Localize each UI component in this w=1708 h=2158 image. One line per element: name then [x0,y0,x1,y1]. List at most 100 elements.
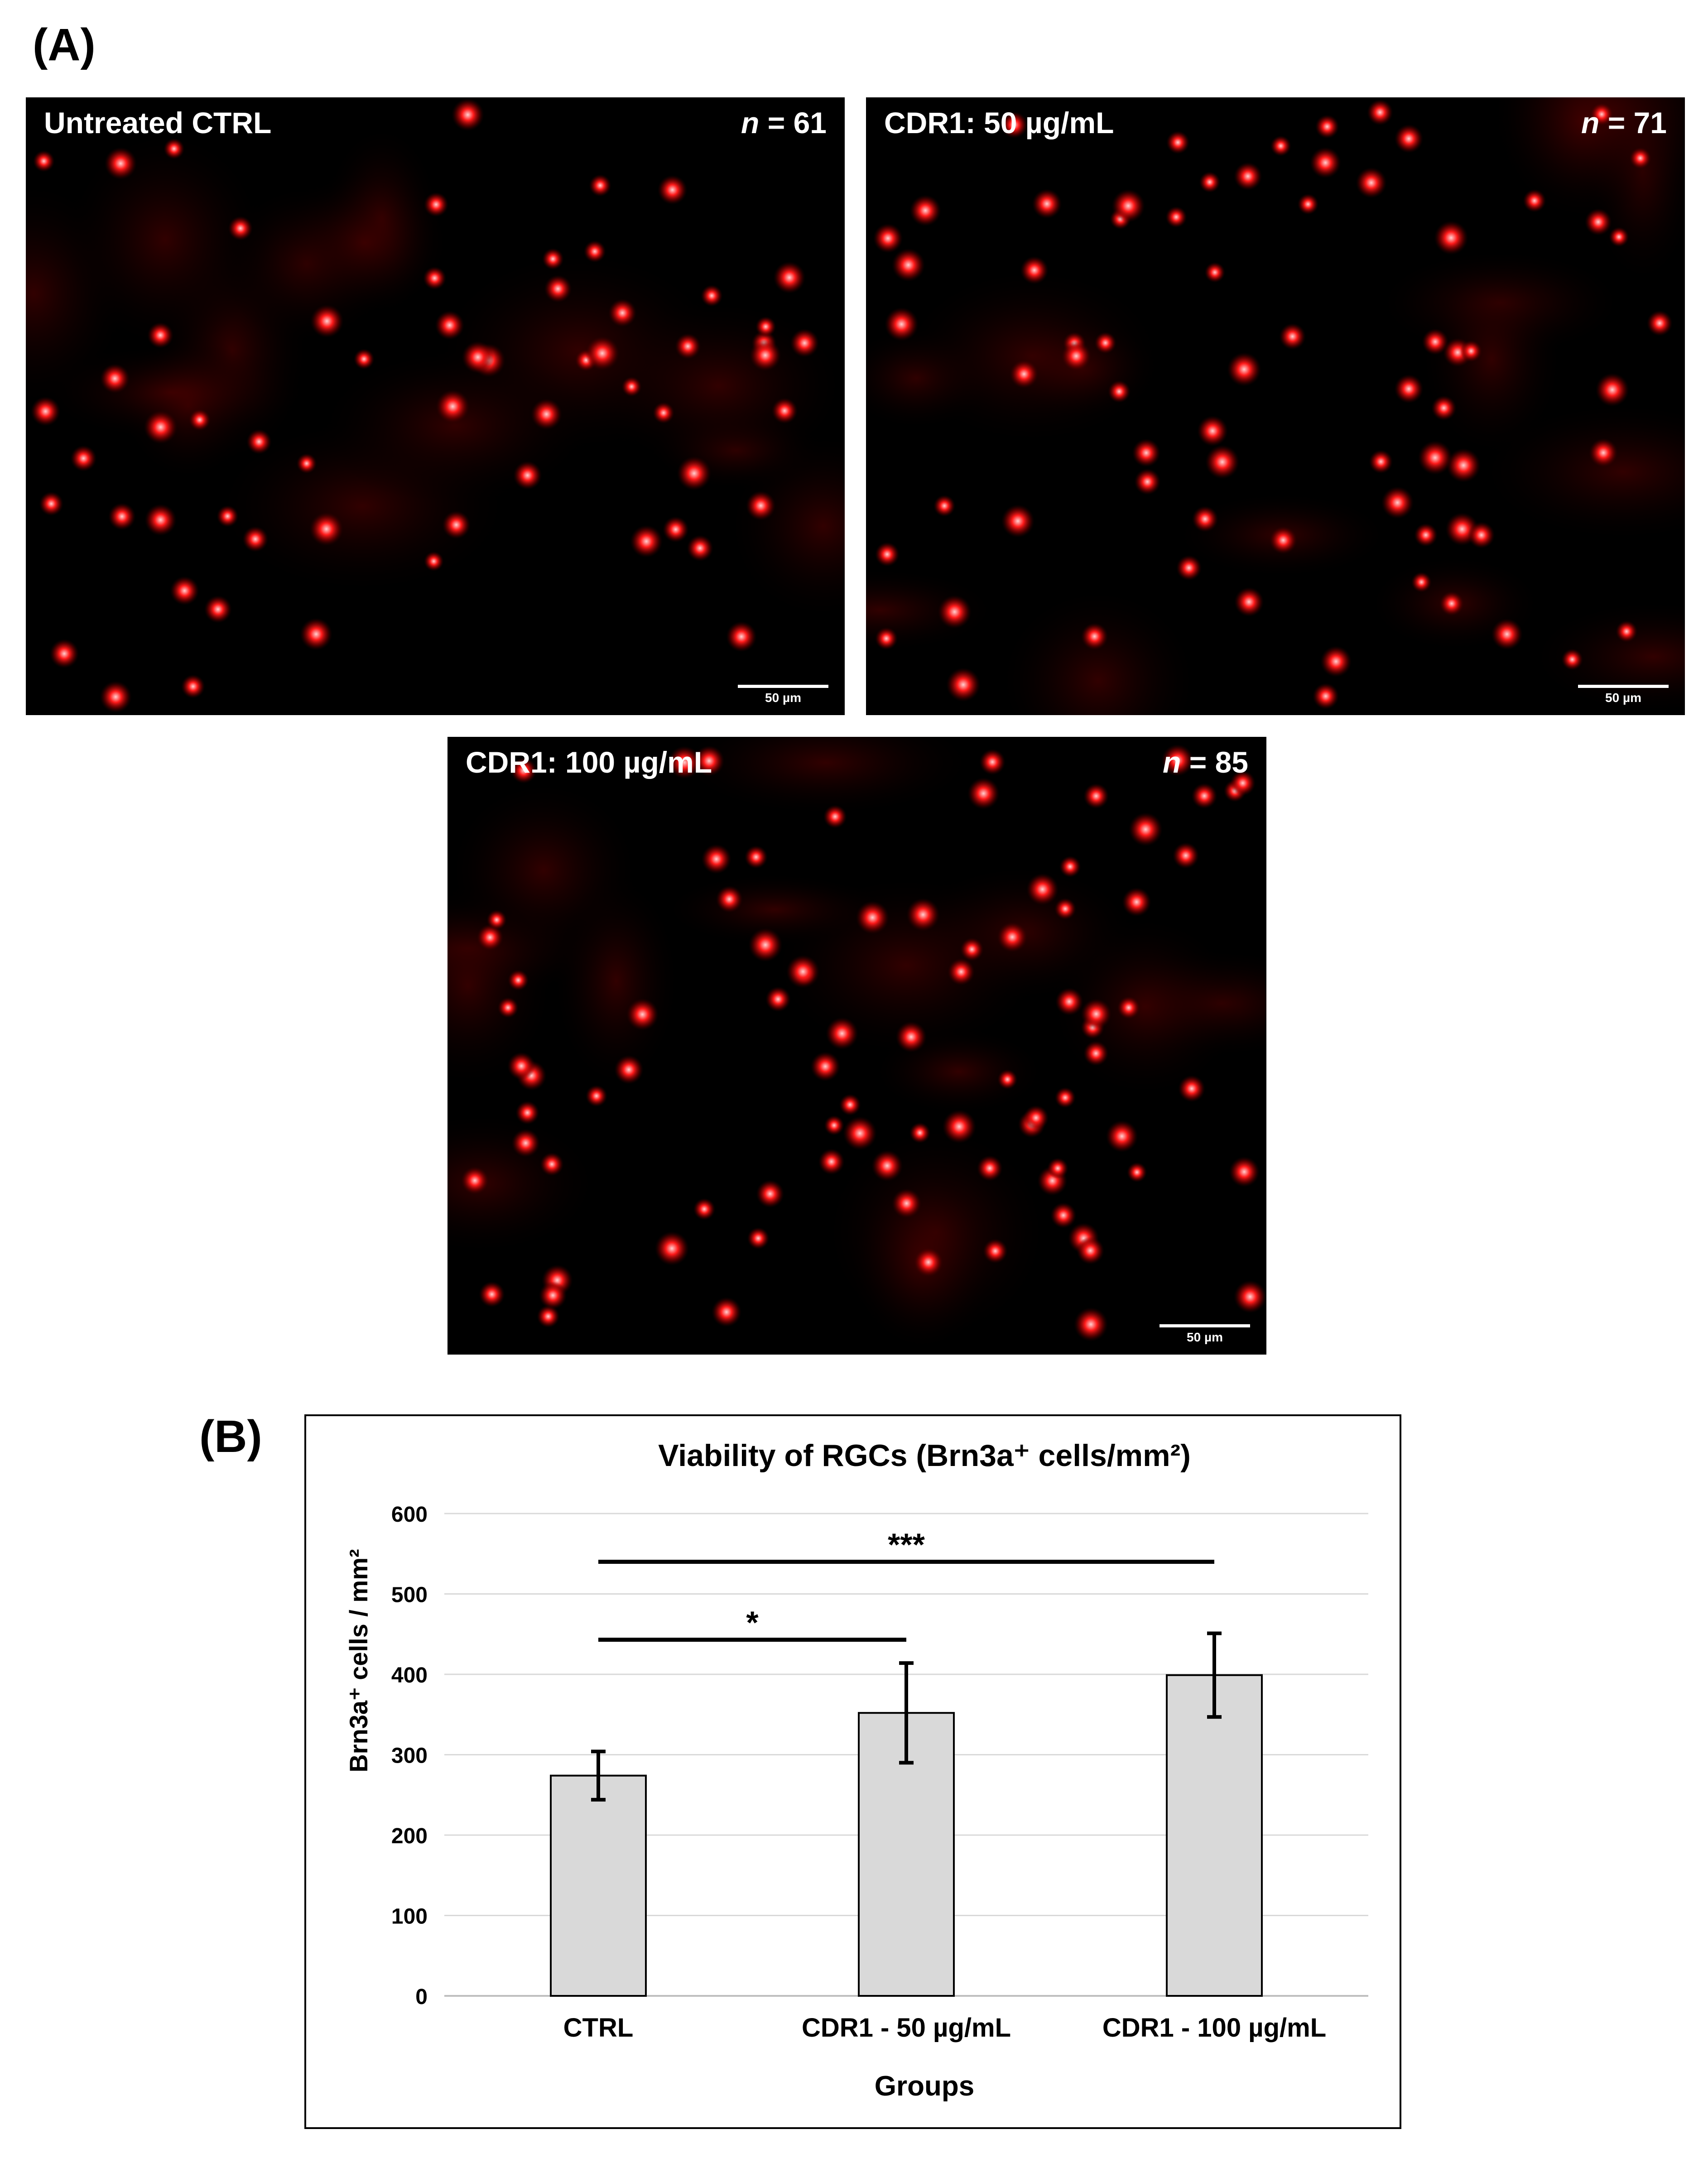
stained-cell [979,749,1006,775]
stained-cell [1047,1158,1068,1179]
stained-cell [164,138,185,159]
scale-bar: 50 µm [1578,685,1669,705]
condition-label: Untreated CTRL [44,106,272,139]
stained-cell [933,495,956,517]
stained-cell [885,307,919,341]
scale-label: 50 µm [765,691,801,705]
stained-cell [1178,1075,1205,1102]
stained-cell [843,1116,877,1150]
stained-cell [462,341,494,374]
stained-cell [542,248,564,270]
significance-label: *** [888,1527,925,1562]
stained-cell [909,1122,931,1144]
stained-cell [1434,221,1468,255]
stained-cell [875,627,898,650]
stained-cell [1609,226,1629,247]
stained-cell [539,1281,567,1310]
x-tick-label: CDR1 - 100 µg/mL [1102,2013,1326,2043]
stained-cell [423,266,447,290]
stained-cell [310,304,344,338]
stained-cell [914,1247,943,1277]
stained-cell [436,389,470,423]
stained-cell [1629,147,1651,169]
condition-label: CDR1: 50 µg/mL [884,106,1114,139]
stained-cell [1176,555,1202,581]
cell-count: n = 61 [741,106,827,139]
stained-cell [1094,332,1116,354]
stained-cell [100,363,130,394]
stained-cell [300,618,332,651]
stained-cell [147,322,173,349]
stained-cell [461,1166,489,1195]
stained-cell [1422,328,1448,355]
stained-cell [1270,135,1291,157]
stained-cell [497,997,519,1018]
stained-cell [1081,623,1108,650]
y-tick-label: 300 [391,1744,428,1768]
stained-cell [30,396,61,426]
y-tick-label: 0 [415,1985,428,2009]
stained-cell [1054,898,1076,920]
bar-chart-frame: Viability of RGCs (Brn3a⁺ cells/mm²) Brn… [304,1414,1401,2129]
cell-field [866,97,1685,715]
stained-cell [824,1115,844,1136]
stained-cell [1020,256,1049,284]
stained-cell [1460,340,1482,362]
stained-cell [891,1188,922,1218]
stained-cell [997,922,1028,952]
stained-cell [296,453,317,474]
stained-cell [746,490,776,521]
stained-cell [1414,523,1438,547]
stained-cell [946,668,981,702]
stained-cell [39,491,63,516]
scale-bar: 50 µm [1160,1324,1250,1345]
stained-cell [1369,450,1393,474]
stained-cell [451,98,484,131]
significance-label: * [746,1605,759,1640]
stained-cell [1269,526,1297,554]
y-tick-label: 100 [391,1905,428,1929]
stained-cell [1026,873,1059,906]
stained-cell [687,535,713,562]
stained-cell [585,336,620,370]
stained-cell [1595,373,1629,407]
stained-cell [662,516,689,543]
stained-cell [170,576,199,606]
stained-cell [1230,770,1256,796]
stained-cell [1073,1307,1108,1342]
stained-cell [108,503,136,530]
stained-cell [1616,620,1638,643]
stained-cell [668,746,701,779]
y-axis-label: Brn3a⁺ cells / mm² [344,1549,373,1772]
stained-cell [614,1055,644,1085]
error-bar [1207,1631,1222,1719]
scale-label: 50 µm [1187,1330,1223,1344]
stained-cell [1059,856,1081,878]
stained-cell [1083,783,1109,809]
stained-cell [486,909,507,930]
stained-cell [608,298,637,327]
stained-cell [1381,486,1414,519]
stained-cell [515,1101,539,1125]
stained-cell [100,681,132,713]
stained-cell [654,1231,689,1266]
y-tick-label: 400 [391,1663,428,1687]
stained-cell [977,1155,1003,1182]
stained-cell [104,147,137,180]
stained-cell [228,216,253,241]
stained-cell [873,223,903,253]
stained-cell [1315,115,1339,139]
stained-cell [810,1052,840,1081]
stained-cell [1054,1087,1076,1108]
stained-cell [188,409,211,431]
stained-cell [749,339,781,371]
stained-cell [786,955,820,989]
stained-cell [1233,162,1262,191]
stained-cell [1309,147,1341,178]
stained-cell [790,328,819,358]
stained-cell [1165,206,1187,228]
stained-cell [1234,587,1264,617]
stained-cell [1590,102,1613,126]
stained-cell [1431,395,1457,421]
stained-cell [1166,130,1190,154]
